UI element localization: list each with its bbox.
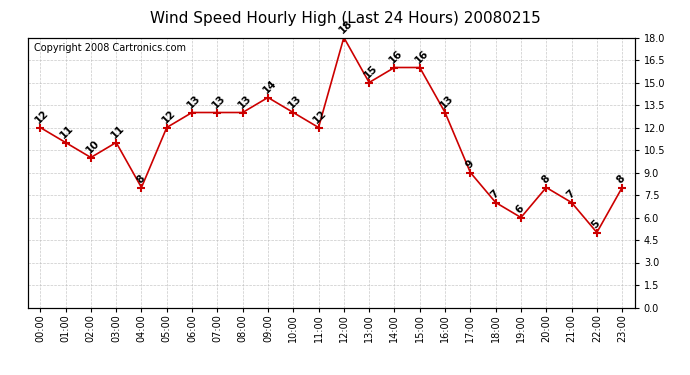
Text: 10: 10 bbox=[84, 138, 101, 155]
Text: 8: 8 bbox=[615, 173, 627, 185]
Text: 12: 12 bbox=[160, 108, 177, 125]
Text: 9: 9 bbox=[464, 158, 475, 170]
Text: 5: 5 bbox=[590, 218, 602, 230]
Text: 7: 7 bbox=[564, 188, 577, 200]
Text: 13: 13 bbox=[236, 93, 253, 110]
Text: 18: 18 bbox=[337, 18, 354, 35]
Text: 13: 13 bbox=[286, 93, 304, 110]
Text: 11: 11 bbox=[109, 123, 126, 140]
Text: 8: 8 bbox=[540, 173, 551, 185]
Text: 6: 6 bbox=[514, 203, 526, 215]
Text: 14: 14 bbox=[261, 78, 279, 95]
Text: Copyright 2008 Cartronics.com: Copyright 2008 Cartronics.com bbox=[34, 43, 186, 53]
Text: 8: 8 bbox=[135, 173, 147, 185]
Text: 12: 12 bbox=[312, 108, 329, 125]
Text: 16: 16 bbox=[413, 48, 430, 65]
Text: 13: 13 bbox=[210, 93, 228, 110]
Text: 11: 11 bbox=[59, 123, 76, 140]
Text: 7: 7 bbox=[489, 188, 501, 200]
Text: 13: 13 bbox=[438, 93, 455, 110]
Text: 16: 16 bbox=[388, 48, 405, 65]
Text: 13: 13 bbox=[185, 93, 202, 110]
Text: Wind Speed Hourly High (Last 24 Hours) 20080215: Wind Speed Hourly High (Last 24 Hours) 2… bbox=[150, 11, 540, 26]
Text: 12: 12 bbox=[33, 108, 50, 125]
Text: 15: 15 bbox=[362, 63, 380, 80]
